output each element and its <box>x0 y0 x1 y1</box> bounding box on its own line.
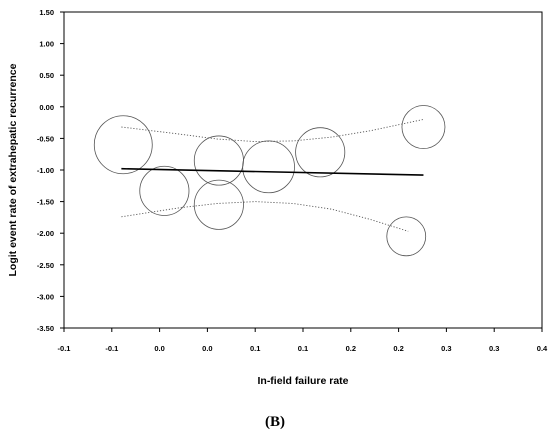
regression-line-group <box>121 167 424 176</box>
x-axis-ticks: -0.1 -0.1 0.0 0.0 0.1 0.1 0.2 0.2 0.3 0.3 0.4 <box>58 328 548 353</box>
x-axis-title: In-field failure rate <box>257 375 348 387</box>
x-tick-label: 0.0 <box>202 344 212 353</box>
x-tick-label: 0.4 <box>537 344 548 353</box>
ci-upper-line <box>121 118 424 143</box>
y-tick-label: -2.00 <box>37 229 54 238</box>
y-tick-label: -3.50 <box>37 324 54 333</box>
x-tick-label: 0.2 <box>346 344 356 353</box>
regression-line <box>121 167 424 176</box>
y-tick-label: -2.50 <box>37 261 54 270</box>
y-tick-label: -0.50 <box>37 134 54 143</box>
x-tick-label: 0.3 <box>489 344 499 353</box>
study-bubbles <box>93 105 446 257</box>
x-tick-label: 0.1 <box>298 344 308 353</box>
y-tick-label: 0.50 <box>39 71 54 80</box>
study-bubble <box>193 179 244 230</box>
y-tick-label: -3.00 <box>37 292 54 301</box>
x-tick-label: 0.1 <box>250 344 260 353</box>
y-tick-label: 1.50 <box>39 8 54 17</box>
y-tick-label: -1.50 <box>37 198 54 207</box>
x-tick-label: 0.3 <box>441 344 451 353</box>
study-bubble <box>386 216 427 257</box>
x-tick-label: 0.2 <box>393 344 403 353</box>
study-bubble <box>93 115 153 175</box>
study-bubble <box>401 105 446 149</box>
study-bubble <box>242 140 295 194</box>
y-tick-label: 1.00 <box>39 40 54 49</box>
y-axis-title: Logit event rate of extrahepatic recurre… <box>7 63 19 276</box>
y-axis-ticks: 1.50 1.00 0.50 0.00 -0.50 -1.00 -1.50 -2.00 -2.5… <box>37 8 64 333</box>
meta-regression-chart: -0.1 -0.1 0.0 0.0 0.1 0.1 0.2 0.2 0.3 0.3 0.4 1.50… <box>7 8 548 387</box>
x-tick-label: -0.1 <box>105 344 118 353</box>
y-tick-label: 0.00 <box>39 103 54 112</box>
study-bubble <box>139 165 190 216</box>
y-tick-label: -1.00 <box>37 166 54 175</box>
study-bubble <box>193 135 244 186</box>
x-tick-label: -0.1 <box>58 344 71 353</box>
panel-label: (B) <box>265 414 285 430</box>
study-bubble <box>295 127 346 178</box>
x-tick-label: 0.0 <box>154 344 164 353</box>
ci-lower-line <box>121 201 409 232</box>
confidence-bands <box>121 118 424 232</box>
